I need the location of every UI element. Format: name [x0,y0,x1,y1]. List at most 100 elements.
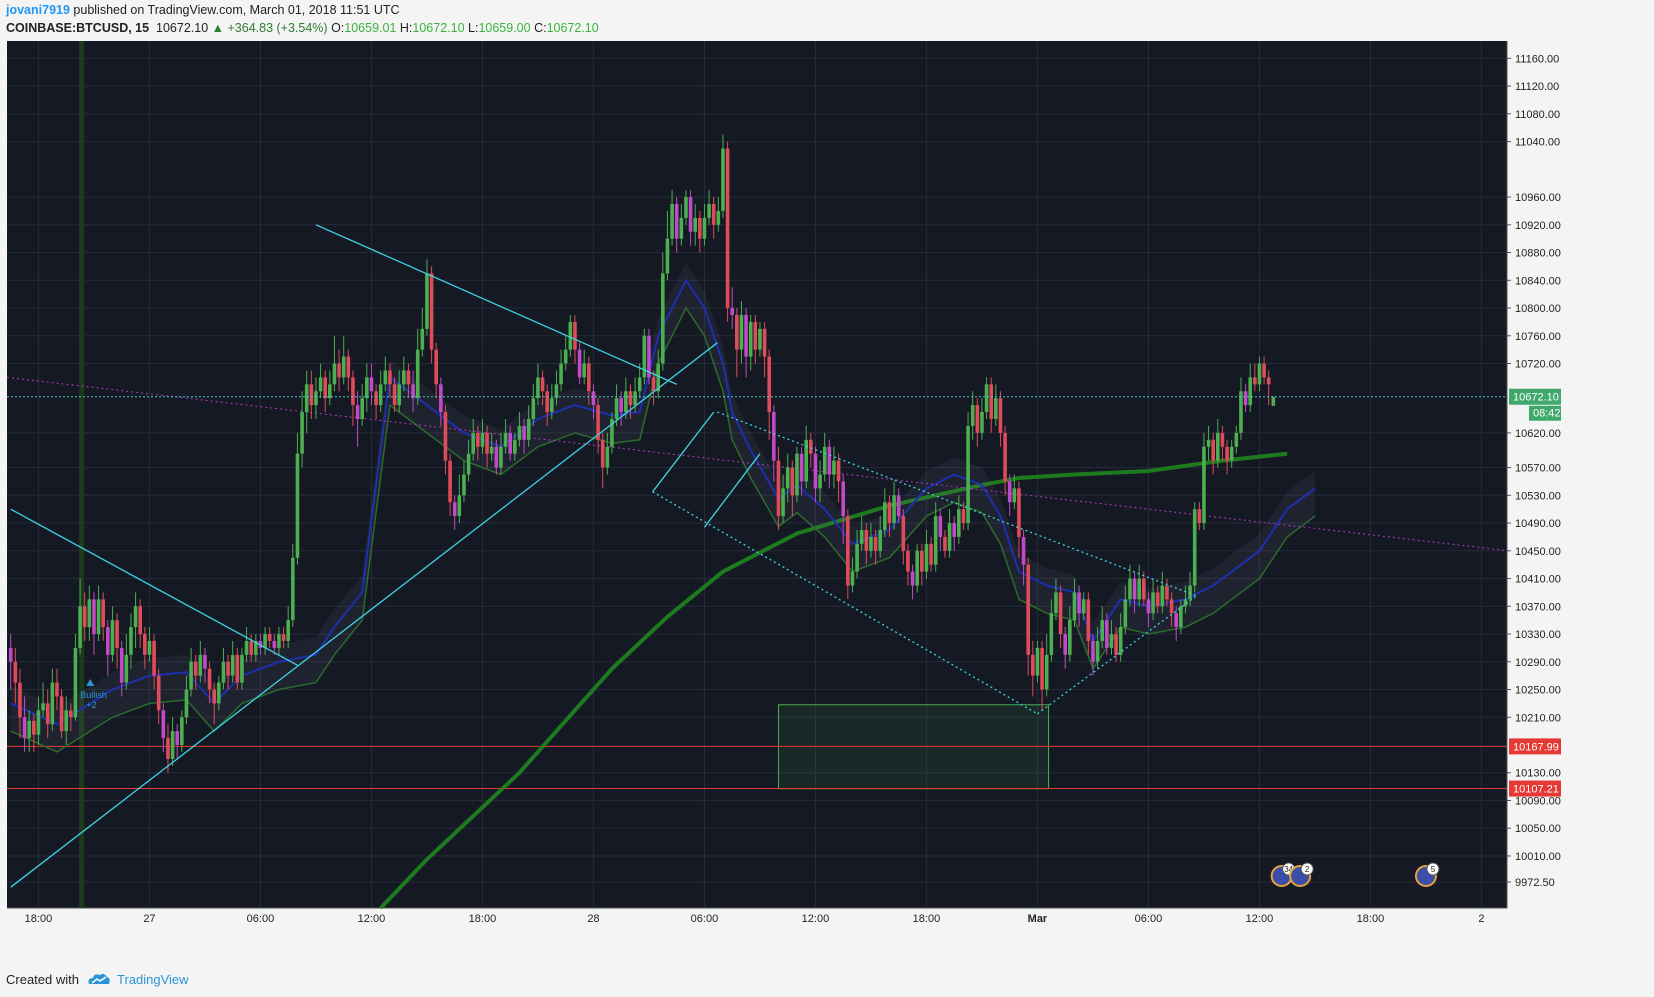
event-count-badge [1300,862,1314,876]
candle-body [1118,627,1123,655]
candle-body [415,349,420,399]
candle-body [429,273,434,350]
level-badge [1509,780,1561,797]
x-tick-label: 18:00 [1357,913,1385,925]
candle-body [226,661,230,676]
candle-body [1239,391,1243,433]
x-tick-label: 12:00 [358,913,386,925]
candle-body [383,370,388,385]
candle-body [351,377,355,406]
candle-body [133,606,138,628]
candle-body [119,647,124,683]
dotted-trend-line [6,376,1510,552]
candle-body [1216,432,1220,461]
candle-body [489,446,494,454]
ema-band [10,263,1316,752]
y-tick-label: 11080.00 [1515,109,1560,121]
candle-body [545,391,549,413]
candle-body [836,460,841,482]
candle-body [466,453,471,475]
candle-body [864,529,869,551]
close-value: 10672.10 [546,21,599,35]
candle-body [143,634,147,655]
y-tick-label: 10410.00 [1515,574,1561,586]
candle-body [702,217,707,239]
candle-body [110,620,115,655]
author-name[interactable]: jovani7919 [6,3,70,17]
countdown-label: 08:42 [1533,408,1561,420]
candle-body [1169,599,1174,614]
candle-body [291,557,295,621]
candle-body [674,203,679,239]
candle-body [883,502,887,530]
candle-body [374,391,378,406]
candle-body [267,634,272,641]
candle-body [69,710,73,718]
candle-body [896,495,901,517]
candle-body [309,384,314,406]
candle-body [1229,446,1234,461]
candle-body [96,599,101,635]
candle-body [550,398,554,413]
countdown-badge [1529,405,1561,421]
candle-body [994,398,998,420]
candle-body [614,398,619,420]
low-value: 10659.00 [478,21,531,35]
candle-body [1160,585,1165,607]
y-tick-label: 10010.00 [1515,851,1561,863]
candle-body [420,328,425,350]
candle-body [665,238,670,274]
candle-body [452,502,457,517]
x-tick-label: Mar [1028,913,1048,925]
candle-body [730,308,734,315]
y-tick-label: 10290.00 [1515,657,1561,669]
tradingview-logo-icon[interactable] [87,972,111,989]
candle-body [59,696,64,732]
price-axis-panel [1507,41,1560,908]
candle-body [1123,599,1128,628]
candle-body [698,217,702,239]
candle-body [221,661,226,683]
candle-body [688,197,693,232]
tradingview-link[interactable]: TradingView [116,972,189,987]
candle-body [1026,564,1030,655]
candle-body [1058,592,1063,635]
candle-body [600,439,605,468]
candle-body [50,682,55,725]
candle-body [212,689,216,704]
candle-body [591,391,596,406]
candle-body [499,446,503,468]
candle-body [1068,620,1072,655]
candle-body [762,328,767,357]
candle-body [799,453,804,482]
candle-body [360,398,364,420]
candle-body [277,634,281,648]
candle-body [203,654,207,669]
level-label: 10107.21 [1513,784,1559,796]
candle-body [1128,578,1132,600]
candle-body [522,425,526,440]
y-tick-label: 10250.00 [1515,685,1561,697]
trend-line [10,508,298,666]
candle-body [975,405,980,433]
candle-body [540,377,545,392]
y-tick-label: 10570.00 [1515,463,1561,475]
trend-line [652,411,715,493]
event-count-label: 2 [1305,865,1310,874]
candle-body [725,148,730,309]
candle-body [892,495,896,524]
candle-body [619,398,623,413]
candle-body [175,731,179,746]
channel-dotted-line [717,411,1197,597]
candle-body [1040,647,1044,690]
candle-body [1114,634,1118,655]
candle-body [156,675,161,711]
candle-body [27,720,31,739]
session-highlight [79,41,85,908]
candle-body [559,363,563,385]
candle-body [8,647,13,662]
footer: Created with TradingView [6,972,189,989]
candle-body [758,328,762,350]
x-tick-label: 18:00 [469,913,497,925]
